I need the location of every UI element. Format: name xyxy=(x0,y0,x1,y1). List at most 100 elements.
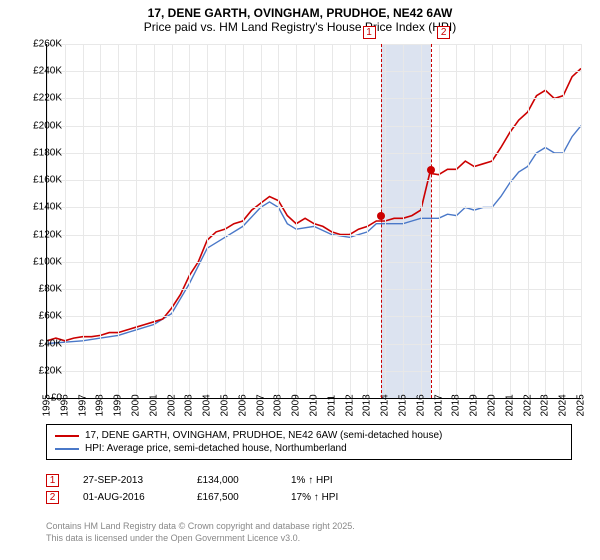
x-axis-label: 1997 xyxy=(77,394,88,416)
y-axis-label: £100K xyxy=(33,256,62,267)
x-axis-label: 2023 xyxy=(540,394,551,416)
x-gridline xyxy=(367,44,368,398)
y-axis-label: £60K xyxy=(39,311,62,322)
x-axis-label: 2021 xyxy=(504,394,515,416)
x-axis-label: 2025 xyxy=(576,394,587,416)
event-marker: 2 xyxy=(46,491,59,504)
x-gridline xyxy=(83,44,84,398)
x-axis-label: 2006 xyxy=(237,394,248,416)
credit-line: Contains HM Land Registry data © Crown c… xyxy=(46,520,355,532)
events-table: 1 27-SEP-2013 £134,000 1% ↑ HPI 2 01-AUG-2016… xyxy=(46,472,570,506)
x-gridline xyxy=(581,44,582,398)
x-gridline xyxy=(278,44,279,398)
x-axis-label: 2001 xyxy=(148,394,159,416)
event-date: 27-SEP-2013 xyxy=(83,475,173,486)
x-axis-label: 2000 xyxy=(131,394,142,416)
x-axis-label: 2015 xyxy=(398,394,409,416)
x-axis-label: 2017 xyxy=(433,394,444,416)
title-line-2: Price paid vs. HM Land Registry's House … xyxy=(0,20,600,38)
x-axis-label: 1998 xyxy=(95,394,106,416)
event-date: 01-AUG-2016 xyxy=(83,492,173,503)
marker-dot xyxy=(427,166,435,174)
y-axis-label: £180K xyxy=(33,147,62,158)
legend-item: 17, DENE GARTH, OVINGHAM, PRUDHOE, NE42 … xyxy=(55,429,563,442)
x-axis-label: 2007 xyxy=(255,394,266,416)
credit-line: This data is licensed under the Open Gov… xyxy=(46,532,355,544)
x-axis-label: 2022 xyxy=(522,394,533,416)
x-gridline xyxy=(545,44,546,398)
x-gridline xyxy=(261,44,262,398)
y-axis-label: £160K xyxy=(33,175,62,186)
event-change: 1% ↑ HPI xyxy=(291,475,381,486)
x-gridline xyxy=(207,44,208,398)
event-change: 17% ↑ HPI xyxy=(291,492,381,503)
x-axis-label: 1999 xyxy=(113,394,124,416)
y-axis-label: £0 xyxy=(51,393,62,404)
chart-container: 17, DENE GARTH, OVINGHAM, PRUDHOE, NE42 … xyxy=(0,0,600,560)
y-axis-label: £120K xyxy=(33,229,62,240)
y-axis-label: £80K xyxy=(39,284,62,295)
x-axis-label: 2011 xyxy=(326,395,337,417)
x-axis-label: 2008 xyxy=(273,394,284,416)
x-gridline xyxy=(189,44,190,398)
x-gridline xyxy=(332,44,333,398)
x-gridline xyxy=(296,44,297,398)
marker-line xyxy=(431,44,432,398)
x-axis-label: 2010 xyxy=(309,394,320,416)
marker-line xyxy=(381,44,382,398)
marker-box: 1 xyxy=(363,26,376,39)
event-price: £134,000 xyxy=(197,475,267,486)
x-gridline xyxy=(421,44,422,398)
x-gridline xyxy=(510,44,511,398)
y-axis-label: £240K xyxy=(33,66,62,77)
legend-box: 17, DENE GARTH, OVINGHAM, PRUDHOE, NE42 … xyxy=(46,424,572,460)
x-gridline xyxy=(136,44,137,398)
y-axis-label: £140K xyxy=(33,202,62,213)
x-axis-label: 2009 xyxy=(291,394,302,416)
y-axis-label: £260K xyxy=(33,39,62,50)
title-line-1: 17, DENE GARTH, OVINGHAM, PRUDHOE, NE42 … xyxy=(0,0,600,20)
credits-text: Contains HM Land Registry data © Crown c… xyxy=(46,520,355,544)
x-gridline xyxy=(403,44,404,398)
x-axis-label: 2004 xyxy=(202,394,213,416)
x-gridline xyxy=(118,44,119,398)
marker-box: 2 xyxy=(437,26,450,39)
x-axis-label: 2013 xyxy=(362,394,373,416)
legend-swatch xyxy=(55,435,79,437)
legend-swatch xyxy=(55,448,79,450)
x-gridline xyxy=(243,44,244,398)
x-gridline xyxy=(100,44,101,398)
y-axis-label: £220K xyxy=(33,93,62,104)
x-axis-label: 2018 xyxy=(451,394,462,416)
x-axis-label: 2024 xyxy=(558,394,569,416)
x-gridline xyxy=(474,44,475,398)
x-gridline xyxy=(350,44,351,398)
x-axis-label: 2003 xyxy=(184,394,195,416)
x-gridline xyxy=(439,44,440,398)
x-axis-label: 2019 xyxy=(469,394,480,416)
marker-dot xyxy=(377,212,385,220)
chart-area: 1995199619971998199920002001200220032004… xyxy=(46,44,581,398)
x-axis-label: 2005 xyxy=(220,394,231,416)
x-gridline xyxy=(65,44,66,398)
x-gridline xyxy=(528,44,529,398)
event-row: 1 27-SEP-2013 £134,000 1% ↑ HPI xyxy=(46,472,570,489)
x-gridline xyxy=(456,44,457,398)
x-gridline xyxy=(563,44,564,398)
event-row: 2 01-AUG-2016 £167,500 17% ↑ HPI xyxy=(46,489,570,506)
x-gridline xyxy=(492,44,493,398)
x-axis-label: 2002 xyxy=(166,394,177,416)
y-axis-label: £40K xyxy=(39,338,62,349)
x-axis-label: 2012 xyxy=(344,394,355,416)
x-gridline xyxy=(172,44,173,398)
x-gridline xyxy=(154,44,155,398)
x-gridline xyxy=(225,44,226,398)
x-axis-label: 2020 xyxy=(487,394,498,416)
x-axis-label: 2016 xyxy=(415,394,426,416)
x-gridline xyxy=(385,44,386,398)
x-gridline xyxy=(314,44,315,398)
legend-label: 17, DENE GARTH, OVINGHAM, PRUDHOE, NE42 … xyxy=(85,430,442,441)
y-axis-label: £20K xyxy=(39,365,62,376)
event-marker: 1 xyxy=(46,474,59,487)
event-price: £167,500 xyxy=(197,492,267,503)
